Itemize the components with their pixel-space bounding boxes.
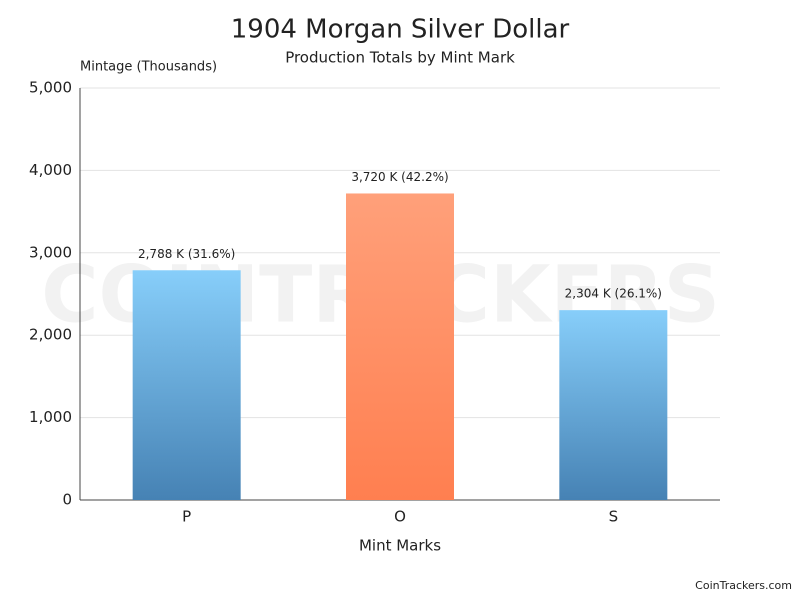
bar bbox=[346, 193, 454, 500]
chart-subtitle: Production Totals by Mint Mark bbox=[285, 49, 515, 67]
bar bbox=[559, 310, 667, 500]
data-label: 2,788 K (31.6%) bbox=[138, 247, 235, 261]
x-tick-label: O bbox=[394, 508, 406, 526]
y-tick-label: 5,000 bbox=[29, 79, 72, 97]
x-axis-title: Mint Marks bbox=[359, 537, 441, 555]
y-tick-label: 4,000 bbox=[29, 161, 72, 179]
y-axis-title: Mintage (Thousands) bbox=[80, 60, 217, 75]
x-tick-label: S bbox=[609, 508, 619, 526]
y-tick-label: 0 bbox=[62, 491, 72, 509]
y-tick-label: 2,000 bbox=[29, 326, 72, 344]
credit: CoinTrackers.com bbox=[695, 579, 792, 592]
bar bbox=[133, 270, 241, 500]
data-label: 2,304 K (26.1%) bbox=[565, 287, 662, 301]
data-label: 3,720 K (42.2%) bbox=[351, 170, 448, 184]
x-tick-label: P bbox=[182, 508, 191, 526]
y-tick-label: 1,000 bbox=[29, 408, 72, 426]
y-tick-label: 3,000 bbox=[29, 243, 72, 261]
chart-title: 1904 Morgan Silver Dollar bbox=[231, 15, 570, 45]
